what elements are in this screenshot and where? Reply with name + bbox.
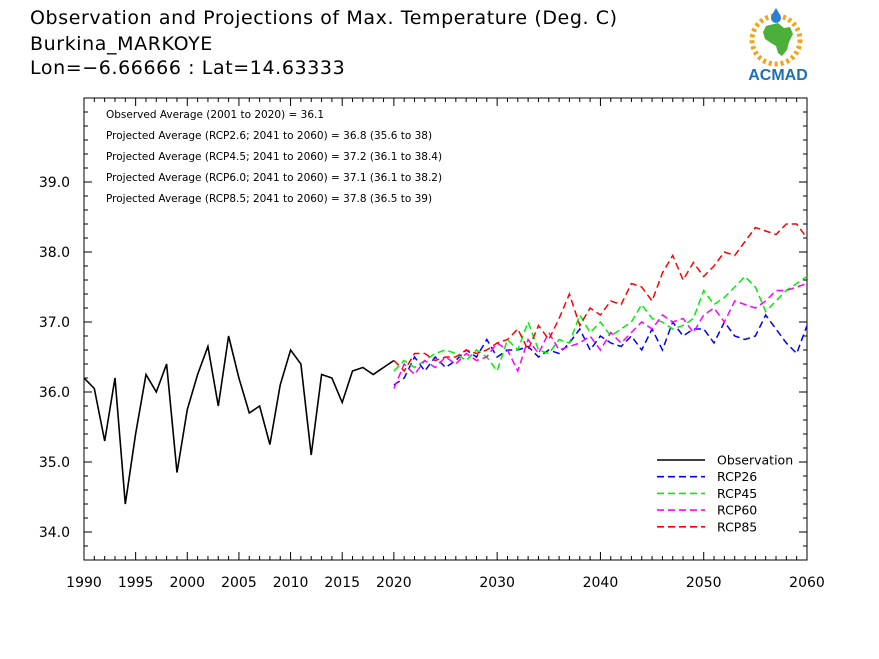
water-drop-icon bbox=[771, 8, 781, 23]
acmad-logo-text: ACMAD bbox=[748, 67, 808, 84]
acmad-logo: ACMAD bbox=[748, 8, 808, 84]
y-tick-label: 34.0 bbox=[39, 525, 70, 541]
y-tick-label: 36.0 bbox=[39, 385, 70, 401]
annotation-line: Projected Average (RCP8.5; 2041 to 2060)… bbox=[106, 193, 432, 205]
x-tick-label: 2005 bbox=[221, 575, 257, 591]
x-tick-label: 2010 bbox=[273, 575, 309, 591]
series-lines bbox=[83, 223, 808, 505]
annotation-line: Projected Average (RCP2.6; 2041 to 2060)… bbox=[106, 130, 432, 142]
x-tick-label: 2020 bbox=[376, 575, 412, 591]
x-tick-label: 2030 bbox=[479, 575, 515, 591]
x-tick-label: 2040 bbox=[583, 575, 619, 591]
annotation-block: Observed Average (2001 to 2020) = 36.1 Pr… bbox=[106, 109, 442, 205]
x-tick-label: 2060 bbox=[789, 575, 825, 591]
axes: 1990 1995 2000 2005 2010 2015 2020 2030 2040 2050… bbox=[39, 98, 825, 591]
legend-label: RCP26 bbox=[717, 469, 757, 484]
sun-rays-icon bbox=[749, 13, 803, 67]
location-name: Burkina_MARKOYE bbox=[30, 33, 213, 55]
series-line-rcp85 bbox=[393, 223, 808, 373]
x-tick-label: 1990 bbox=[66, 575, 102, 591]
annotation-line: Projected Average (RCP4.5; 2041 to 2060)… bbox=[106, 151, 442, 163]
coordinates: Lon=−6.66666 : Lat=14.63333 bbox=[30, 57, 346, 79]
series-line-rcp45 bbox=[393, 275, 808, 373]
y-tick-label: 38.0 bbox=[39, 245, 70, 261]
legend-label: RCP85 bbox=[717, 519, 757, 534]
series-line-rcp60 bbox=[393, 282, 808, 389]
x-tick-label: 1995 bbox=[118, 575, 154, 591]
annotation-line: Observed Average (2001 to 2020) = 36.1 bbox=[106, 109, 324, 121]
legend-label: RCP60 bbox=[717, 503, 757, 518]
chart-title: Observation and Projections of Max. Temp… bbox=[30, 7, 618, 29]
legend-label: Observation bbox=[717, 453, 793, 468]
x-tick-label: 2015 bbox=[324, 575, 360, 591]
x-tick-label: 2000 bbox=[169, 575, 205, 591]
africa-map-icon bbox=[763, 23, 793, 56]
series-line-rcp26 bbox=[393, 313, 808, 386]
y-tick-label: 39.0 bbox=[39, 175, 70, 191]
y-tick-label: 37.0 bbox=[39, 315, 70, 331]
y-tick-label: 35.0 bbox=[39, 455, 70, 471]
x-tick-label: 2050 bbox=[686, 575, 722, 591]
legend-label: RCP45 bbox=[717, 486, 757, 501]
annotation-line: Projected Average (RCP6.0; 2041 to 2060)… bbox=[106, 172, 442, 184]
series-line-observation bbox=[83, 335, 395, 505]
